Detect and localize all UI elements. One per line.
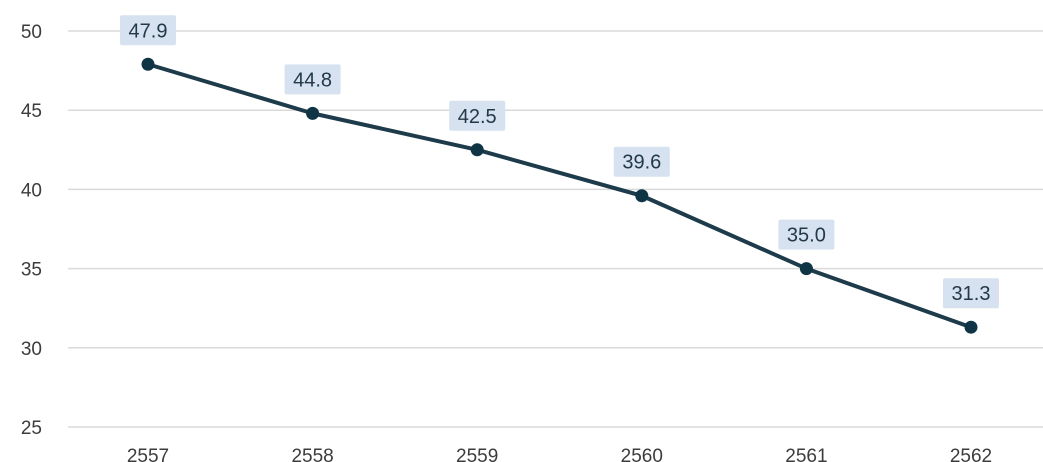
data-label-background [943, 278, 999, 309]
y-tick-label: 40 [21, 180, 42, 201]
data-label: 42.5 [449, 100, 506, 131]
x-tick-label: 2562 [950, 446, 992, 462]
data-point [635, 189, 649, 203]
series-line [146, 62, 973, 330]
data-points [141, 57, 978, 334]
data-labels: 47.9 44.8 42.5 39.6 35.0 31.3 [120, 15, 999, 309]
data-label-background [778, 219, 835, 250]
y-tick-label: 25 [21, 418, 42, 439]
data-label-text: 47.9 [129, 20, 168, 42]
y-tick-label: 50 [21, 22, 42, 43]
data-label-background [120, 15, 176, 46]
data-point [799, 262, 813, 276]
data-label-text: 35.0 [787, 225, 826, 247]
x-tick-label: 2561 [785, 446, 827, 462]
data-label-background [449, 100, 506, 131]
data-point [141, 57, 155, 71]
y-tick-label: 30 [21, 339, 42, 360]
series-line-group [146, 62, 973, 330]
data-label: 44.8 [284, 64, 341, 95]
data-point [964, 320, 978, 334]
data-label: 47.9 [120, 15, 176, 46]
data-label-text: 44.8 [293, 69, 332, 91]
y-axis-tick-labels: 50 45 40 35 30 25 [21, 22, 42, 439]
data-label-background [613, 146, 670, 177]
x-axis-tick-labels: 2557 2558 2559 2560 2561 2562 [127, 446, 992, 462]
gridlines [68, 30, 1043, 428]
data-label-background [284, 64, 341, 95]
data-label: 31.3 [943, 278, 999, 309]
x-tick-label: 2558 [291, 446, 333, 462]
data-point [306, 106, 320, 120]
data-label-text: 42.5 [458, 106, 497, 128]
data-label-text: 31.3 [952, 283, 991, 305]
y-tick-label: 35 [21, 260, 42, 281]
y-tick-label: 45 [21, 101, 42, 122]
data-label-text: 39.6 [622, 152, 661, 174]
x-tick-label: 2559 [456, 446, 498, 462]
x-tick-label: 2557 [127, 446, 169, 462]
data-label: 39.6 [613, 146, 670, 177]
data-label: 35.0 [778, 219, 835, 250]
x-tick-label: 2560 [621, 446, 663, 462]
data-point [470, 143, 484, 157]
